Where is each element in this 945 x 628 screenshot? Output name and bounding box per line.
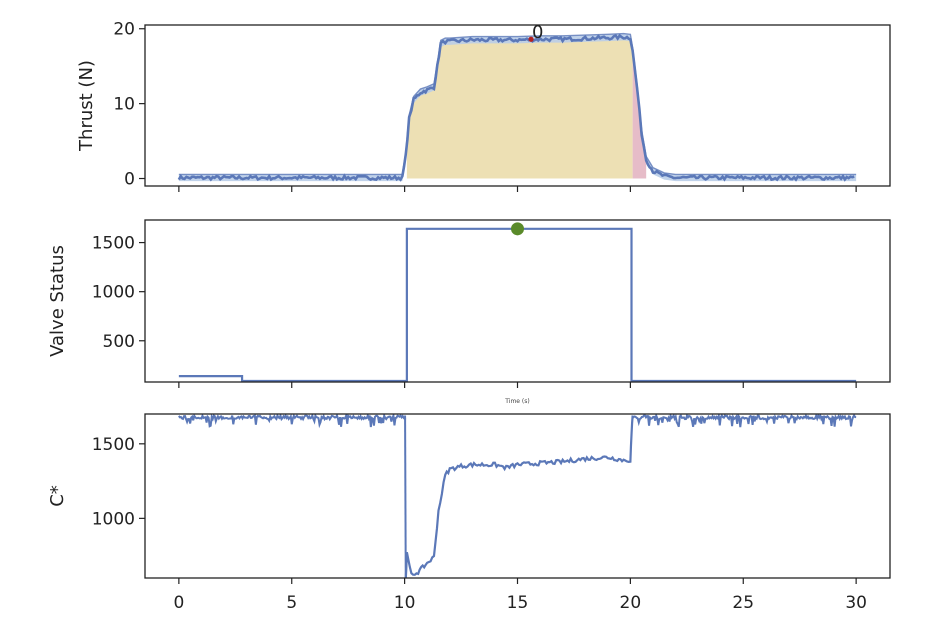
- xtick-label: 15: [507, 593, 529, 613]
- time-xlabel-small: Time (s): [504, 398, 529, 405]
- valve-status-subplot: Time (s) 500 1000 1500 Valve Status: [47, 219, 891, 405]
- ytick-label: 1500: [92, 234, 135, 254]
- xtick-label: 5: [286, 593, 297, 613]
- ytick-label: 10: [113, 95, 135, 115]
- cstar-noise-segment-0: [178, 414, 407, 429]
- axes-frame: [144, 219, 891, 383]
- cstar-series-line: [404, 415, 634, 578]
- ylabel: Valve Status: [47, 245, 68, 357]
- valve-marker: [511, 222, 524, 236]
- cstar-subplot: 1000 1500 0 5 10 15 20 25 30 C*: [47, 413, 891, 613]
- cstar-noise-segment-1: [631, 414, 857, 428]
- burn-area-fill: [406, 36, 633, 179]
- ytick-label: 20: [113, 20, 135, 40]
- ylabel: Thrust (N): [76, 60, 97, 152]
- thrust-series-line: [177, 33, 855, 182]
- plot-area: [178, 227, 857, 382]
- cstar-drop-line: [404, 415, 407, 578]
- peak-annotation-label: 0: [532, 22, 543, 43]
- ytick-label: 1000: [92, 283, 135, 303]
- plot-area: [177, 32, 857, 182]
- ytick-label: 1500: [92, 435, 135, 455]
- xtick-label: 0: [173, 593, 184, 613]
- thrust-band-edge: [178, 32, 857, 176]
- xtick-label: 30: [845, 593, 867, 613]
- xtick-label: 25: [732, 593, 754, 613]
- ylabel: C*: [47, 485, 68, 507]
- xtick-label: 20: [620, 593, 642, 613]
- thrust-subplot: 0 0 10 20 Thrust (N): [76, 20, 891, 192]
- ytick-label: 500: [103, 332, 135, 352]
- ytick-label: 0: [124, 170, 135, 190]
- plot-area: [178, 414, 857, 578]
- valve-series-line: [178, 227, 857, 382]
- ytick-label: 1000: [92, 509, 135, 529]
- xtick-label: 10: [394, 593, 416, 613]
- peak-marker: [528, 36, 534, 42]
- axes-frame: [144, 413, 891, 579]
